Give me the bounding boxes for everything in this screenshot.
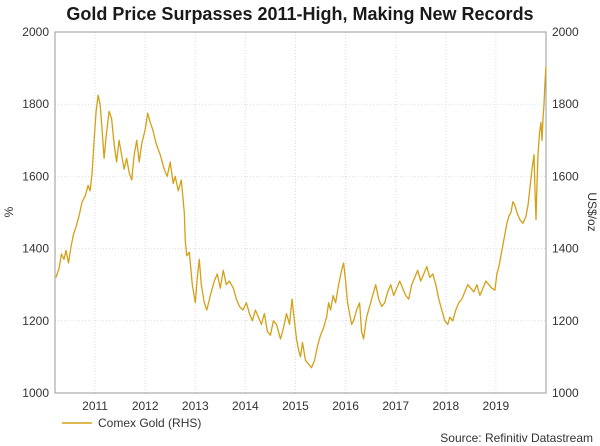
y-tick-right-1600: 1600: [552, 169, 579, 183]
y-tick-right-2000: 2000: [552, 25, 579, 39]
left-y-axis-label: %: [2, 206, 16, 217]
x-tick-2015: 2015: [282, 399, 309, 413]
y-tick-left-1200: 1200: [22, 314, 49, 328]
y-tick-left-1000: 1000: [22, 386, 49, 400]
x-tick-2012: 2012: [132, 399, 159, 413]
x-tick-2013: 2013: [182, 399, 209, 413]
y-tick-left-2000: 2000: [22, 25, 49, 39]
x-tick-2016: 2016: [332, 399, 359, 413]
y-tick-left-1600: 1600: [22, 169, 49, 183]
legend-entry-comex-gold: Comex Gold (RHS): [98, 416, 201, 430]
x-tick-2014: 2014: [232, 399, 259, 413]
vertical-gridlines: [94, 32, 497, 393]
y-tick-right-1400: 1400: [552, 242, 579, 256]
x-tick-2017: 2017: [382, 399, 409, 413]
y-tick-right-1200: 1200: [552, 314, 579, 328]
y-tick-right-1000: 1000: [552, 386, 579, 400]
right-y-axis-label: US$/oz: [585, 192, 599, 231]
source-note: Source: Refinitiv Datastream: [440, 431, 593, 445]
right-y-tick-labels: 1000 1200 1400 1600 1800 2000: [552, 25, 579, 400]
horizontal-gridlines: [55, 103, 546, 322]
y-tick-right-1800: 1800: [552, 97, 579, 111]
x-tick-2019: 2019: [483, 399, 510, 413]
series-line-comex-gold: [55, 66, 547, 369]
x-tick-labels: 2011 2012 2013 2014 2015 2016 2017 2018 2019: [82, 399, 509, 413]
chart-title: Gold Price Surpasses 2011-High, Making N…: [66, 4, 533, 24]
y-tick-left-1400: 1400: [22, 242, 49, 256]
plot-frame: [54, 31, 547, 394]
left-y-tick-labels: 1000 1200 1400 1600 1800 2000: [22, 25, 49, 400]
x-tick-2018: 2018: [432, 399, 459, 413]
series-layer: [55, 66, 547, 369]
y-tick-left-1800: 1800: [22, 97, 49, 111]
x-tick-2011: 2011: [82, 399, 108, 413]
